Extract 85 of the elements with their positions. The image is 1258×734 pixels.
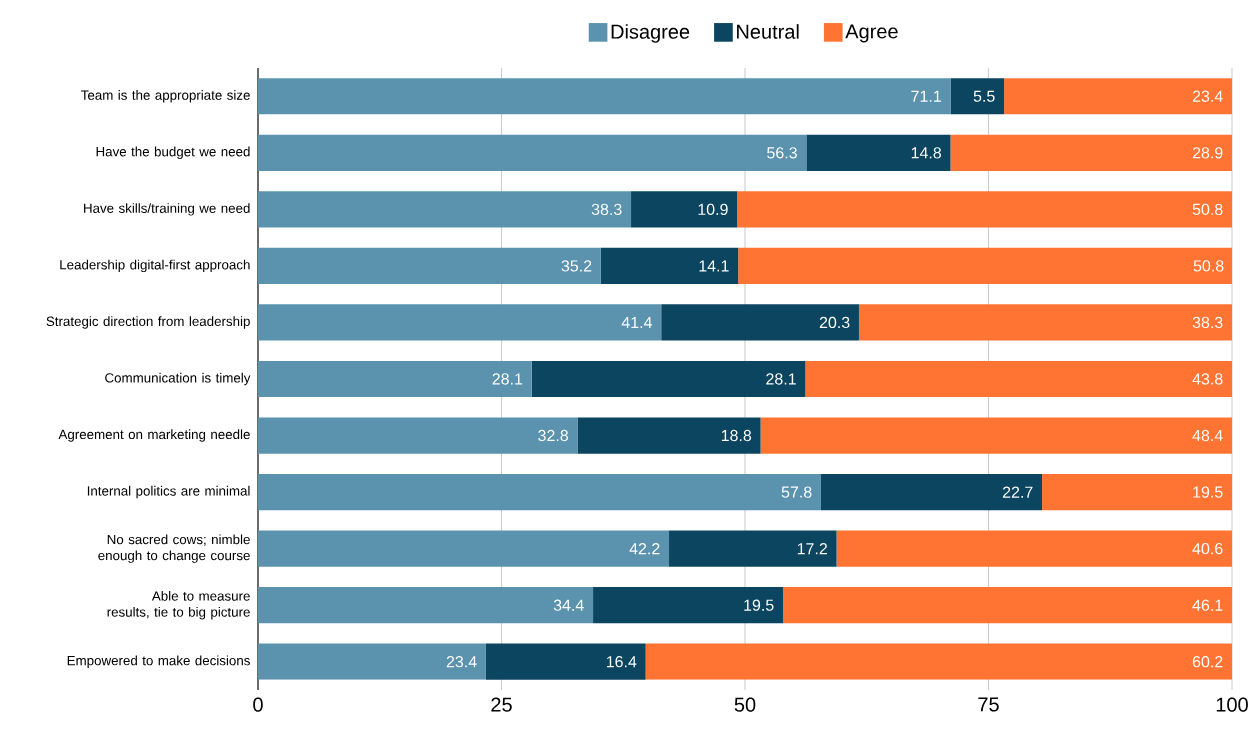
bar — [820, 473, 1043, 511]
data-label: 56.3 — [767, 147, 797, 159]
y-tick-label: Team is the appropriate size — [81, 90, 250, 103]
y-tick-label: Have the budget we need — [96, 146, 250, 160]
data-label: 34.4 — [553, 599, 584, 611]
data-label: 23.4 — [1192, 90, 1223, 102]
bar — [258, 304, 662, 341]
y-tick-label: Leadership digital-first approach — [60, 259, 250, 273]
data-label: 23.4 — [446, 656, 477, 668]
bar — [258, 360, 532, 398]
data-label: 57.8 — [781, 486, 812, 498]
data-label: 28.9 — [1192, 147, 1223, 159]
bar — [950, 134, 1232, 171]
x-tick-label: 100 — [1216, 697, 1248, 712]
data-label: 17.2 — [797, 543, 827, 555]
bar — [760, 417, 1232, 454]
data-label: 50.8 — [1192, 203, 1223, 215]
data-label: 41.4 — [621, 316, 652, 328]
y-tick-label: Internal politics are minimal — [87, 485, 250, 499]
bar — [1004, 78, 1232, 115]
bar — [669, 530, 837, 567]
legend-label: Disagree — [611, 24, 690, 43]
data-label: 14.8 — [911, 147, 942, 159]
data-label: 18.8 — [721, 429, 752, 442]
bar — [806, 134, 951, 171]
bar — [258, 78, 951, 115]
bar — [531, 360, 806, 398]
bar — [645, 643, 1232, 680]
bar — [858, 304, 1232, 341]
bar — [1042, 473, 1232, 511]
bar — [631, 191, 738, 228]
y-tick-label: No sacred cows; nimble enough to change course — [98, 534, 250, 563]
data-label: 32.8 — [538, 429, 568, 442]
data-label: 10.9 — [698, 203, 728, 215]
bar — [738, 247, 1232, 284]
data-label: 48.4 — [1192, 429, 1223, 442]
data-label: 38.3 — [591, 203, 622, 215]
bar — [258, 134, 807, 171]
data-label: 20.3 — [819, 316, 850, 329]
bar — [577, 417, 761, 454]
bar — [258, 247, 601, 284]
data-label: 28.1 — [766, 373, 796, 385]
bar — [950, 78, 1005, 115]
y-tick-label: Empowered to make decisions — [67, 655, 250, 668]
data-label: 35.2 — [561, 260, 592, 272]
bar — [258, 587, 594, 624]
bar — [258, 530, 670, 567]
y-tick-label: Have skills/training we need — [84, 203, 250, 216]
bar — [593, 587, 783, 624]
bar — [661, 304, 859, 341]
data-label: 5.5 — [973, 90, 995, 102]
data-label: 14.1 — [699, 260, 729, 272]
y-tick-label: Agreement on marketing needle — [58, 429, 250, 442]
data-label: 60.2 — [1192, 656, 1223, 668]
bar — [805, 360, 1232, 398]
y-tick-label: Able to measure results, tie to big picture — [107, 590, 250, 620]
data-label: 19.5 — [1193, 486, 1223, 498]
data-label: 38.3 — [1192, 316, 1223, 329]
y-tick-label: Communication is timely — [105, 372, 251, 386]
legend-label: Neutral — [737, 24, 799, 39]
x-tick-label: 50 — [734, 697, 756, 712]
data-label: 22.7 — [1002, 486, 1033, 498]
bar — [485, 643, 646, 680]
bar — [258, 191, 632, 228]
data-label: 42.2 — [629, 543, 660, 555]
data-label: 43.8 — [1192, 373, 1223, 385]
bar — [737, 191, 1232, 228]
data-label: 40.6 — [1192, 542, 1223, 555]
x-tick-label: 25 — [491, 697, 512, 712]
bar — [258, 417, 578, 454]
data-label: 71.1 — [911, 90, 941, 102]
legend-label: Agree — [845, 24, 898, 43]
data-label: 19.5 — [744, 599, 774, 611]
x-tick-label: 75 — [978, 697, 999, 712]
bar — [258, 473, 821, 511]
data-label: 16.4 — [606, 656, 637, 668]
data-label: 50.8 — [1193, 260, 1224, 272]
bar — [258, 643, 486, 680]
data-label: 28.1 — [492, 373, 523, 385]
bar — [600, 247, 739, 284]
x-tick-label: 0 — [253, 697, 263, 712]
bar — [836, 530, 1232, 567]
data-label: 46.1 — [1192, 599, 1223, 611]
bar — [782, 587, 1232, 624]
y-tick-label: Strategic direction from leadership — [46, 316, 250, 329]
